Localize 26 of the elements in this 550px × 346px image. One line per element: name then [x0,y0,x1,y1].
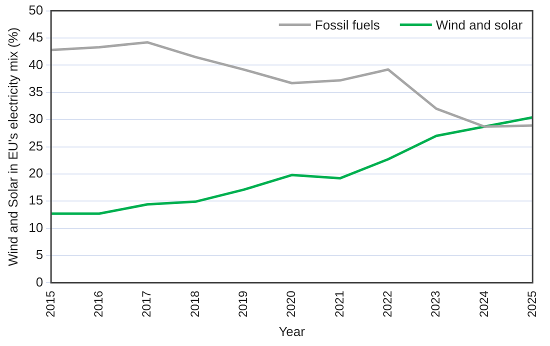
y-tick-label: 45 [28,30,44,45]
y-tick-label: 20 [28,166,44,181]
x-tick-label: 2019 [236,290,250,318]
legend-label: Wind and solar [436,17,524,32]
x-tick-label: 2022 [380,290,394,318]
x-tick-label: 2025 [524,290,539,318]
y-tick-label: 35 [28,84,44,99]
y-tick-label: 15 [28,192,44,208]
x-axis-title: Year [278,324,306,339]
y-tick-label: 10 [28,220,44,235]
y-tick-label: 5 [36,247,44,262]
x-tick-label: 2024 [476,290,491,318]
y-tick-label: 50 [28,2,44,18]
x-tick-label: 2020 [284,290,298,318]
x-tick-label: 2017 [140,290,154,318]
y-axis-title: Wind and Solar in EU's electricity mix (%) [5,27,20,266]
x-tick-label: 2015 [43,290,58,318]
x-tick-label: 2016 [92,290,106,318]
x-tick-label: 2021 [332,290,346,318]
y-tick-label: 25 [28,138,44,154]
legend-label: Fossil fuels [314,17,380,32]
x-tick-label: 2023 [428,290,443,318]
x-tick-label: 2018 [188,290,202,318]
y-tick-label: 0 [36,274,44,290]
y-tick-label: 30 [28,111,44,126]
y-tick-label: 40 [28,56,44,72]
